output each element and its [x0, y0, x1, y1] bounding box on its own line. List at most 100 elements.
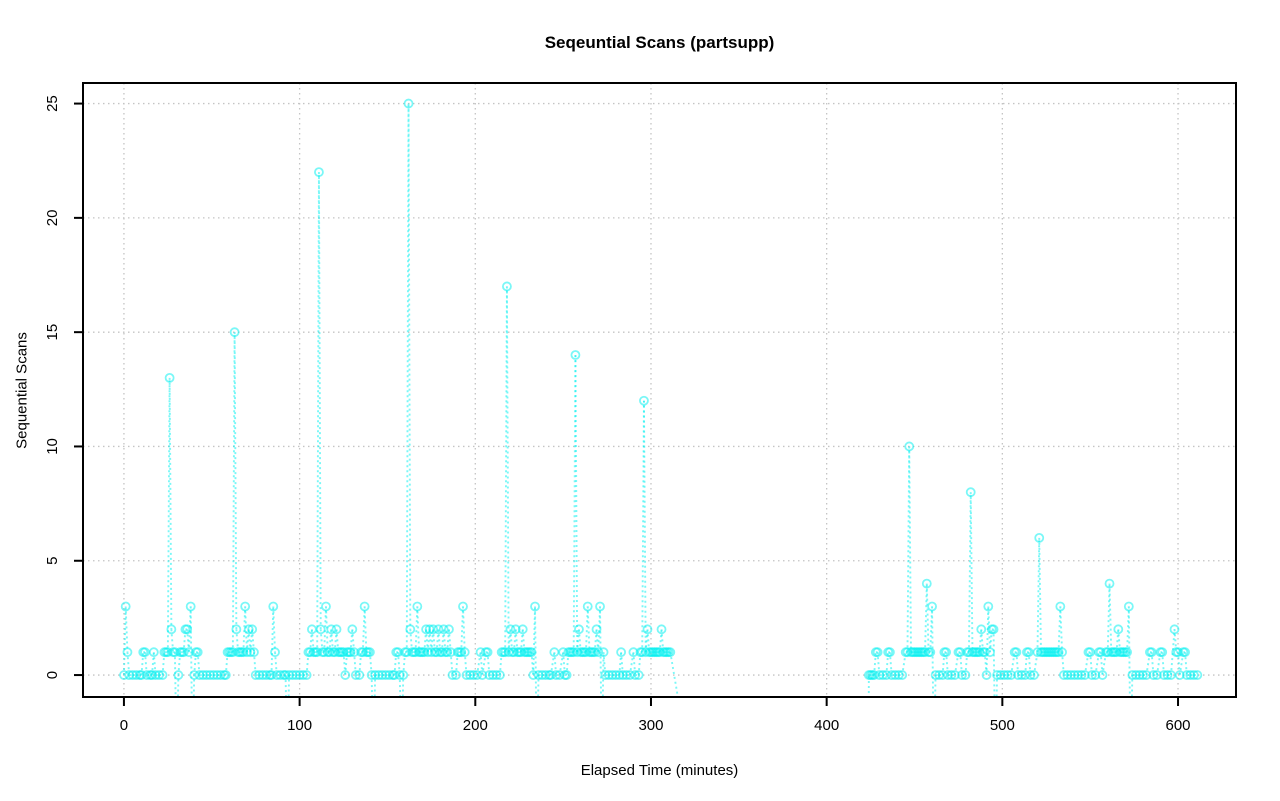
data-point [1157, 647, 1168, 658]
data-point [245, 647, 256, 658]
data-segment [1127, 606, 1131, 697]
data-segment [586, 606, 591, 653]
data-segment [481, 652, 487, 676]
data-point [477, 670, 488, 680]
data-point [1062, 670, 1073, 680]
data-point [394, 670, 405, 680]
axis-tick-labels: 0 100 200 300 400 500 600 0 5 10 15 20 25 [44, 95, 1191, 734]
data-point [872, 647, 883, 658]
data-segment [161, 652, 166, 676]
data-point [1162, 670, 1173, 680]
data-segment [287, 675, 291, 697]
data-segment [924, 583, 928, 653]
data-point [229, 327, 240, 338]
data-segment [168, 377, 173, 630]
y-tick-label: 25 [44, 95, 61, 112]
data-segment [442, 629, 447, 653]
data-point [570, 350, 581, 360]
data-segment [463, 652, 468, 676]
data-point [398, 670, 409, 680]
data-point [345, 647, 356, 658]
data-point [465, 670, 475, 680]
data-point [960, 670, 971, 680]
data-point [1185, 670, 1196, 680]
data-point [591, 624, 602, 635]
data-segment [152, 652, 157, 676]
data-segment [959, 652, 963, 676]
data-segment [1033, 652, 1039, 676]
data-segment [980, 629, 984, 653]
data-segment [646, 629, 651, 653]
data-segment [1099, 652, 1104, 676]
data-segment [196, 652, 201, 676]
data-segment [1150, 652, 1155, 676]
data-point [487, 670, 498, 680]
y-tick-label: 0 [44, 671, 61, 679]
data-segment [1177, 652, 1181, 676]
data-point [447, 670, 458, 680]
data-point [494, 670, 505, 680]
data-segment [925, 583, 930, 653]
x-tick-label: 100 [287, 717, 312, 734]
data-point [124, 670, 135, 680]
data-point [1169, 624, 1180, 635]
data-point [874, 670, 885, 680]
data-segment [245, 629, 250, 653]
data-segment [521, 629, 526, 653]
y-tick-label: 20 [44, 210, 61, 227]
x-tick-label: 600 [1166, 717, 1191, 734]
data-point [459, 647, 470, 658]
data-point [438, 624, 449, 635]
data-point [370, 670, 381, 680]
data-segment [368, 652, 373, 676]
data-point [1002, 670, 1013, 680]
data-segment [1083, 652, 1090, 676]
data-segment [166, 377, 171, 653]
x-tick-label: 300 [638, 717, 663, 734]
data-point [178, 647, 189, 658]
data-point [314, 167, 324, 178]
data-point [610, 670, 621, 680]
data-point [1097, 670, 1108, 680]
data-point [240, 601, 251, 612]
data-segment [251, 629, 255, 653]
data-segment [1061, 652, 1065, 676]
data-point [1173, 647, 1183, 658]
data-segment [537, 675, 540, 697]
data-segment [632, 652, 637, 676]
data-segment [888, 652, 893, 676]
data-segment [177, 652, 182, 676]
data-point [957, 670, 967, 680]
data-point [301, 670, 312, 680]
data-point [999, 670, 1009, 680]
data-segment [530, 652, 535, 676]
data-segment [270, 606, 275, 676]
data-point [405, 624, 416, 635]
data-segment [316, 172, 320, 653]
data-point [298, 670, 309, 680]
data-segment [532, 606, 536, 676]
data-point [247, 624, 258, 635]
data-point [484, 670, 495, 680]
data-segment [989, 629, 993, 653]
data-point [633, 670, 644, 680]
data-segment [620, 652, 624, 676]
data-segment [964, 652, 969, 676]
data-point [1057, 647, 1067, 658]
data-point [166, 624, 177, 635]
data-segment [953, 652, 960, 676]
data-point [988, 624, 999, 635]
data-point [1123, 601, 1134, 612]
data-segment [505, 286, 510, 653]
data-segment [284, 675, 287, 697]
data-point [925, 647, 936, 658]
data-point [442, 647, 453, 658]
data-segment [1015, 652, 1020, 676]
data-segment [595, 629, 600, 653]
data-point [294, 670, 305, 680]
data-point [350, 670, 361, 680]
data-point [639, 395, 649, 406]
data-segment [170, 629, 175, 653]
data-point [419, 647, 430, 658]
data-segment [151, 652, 155, 676]
